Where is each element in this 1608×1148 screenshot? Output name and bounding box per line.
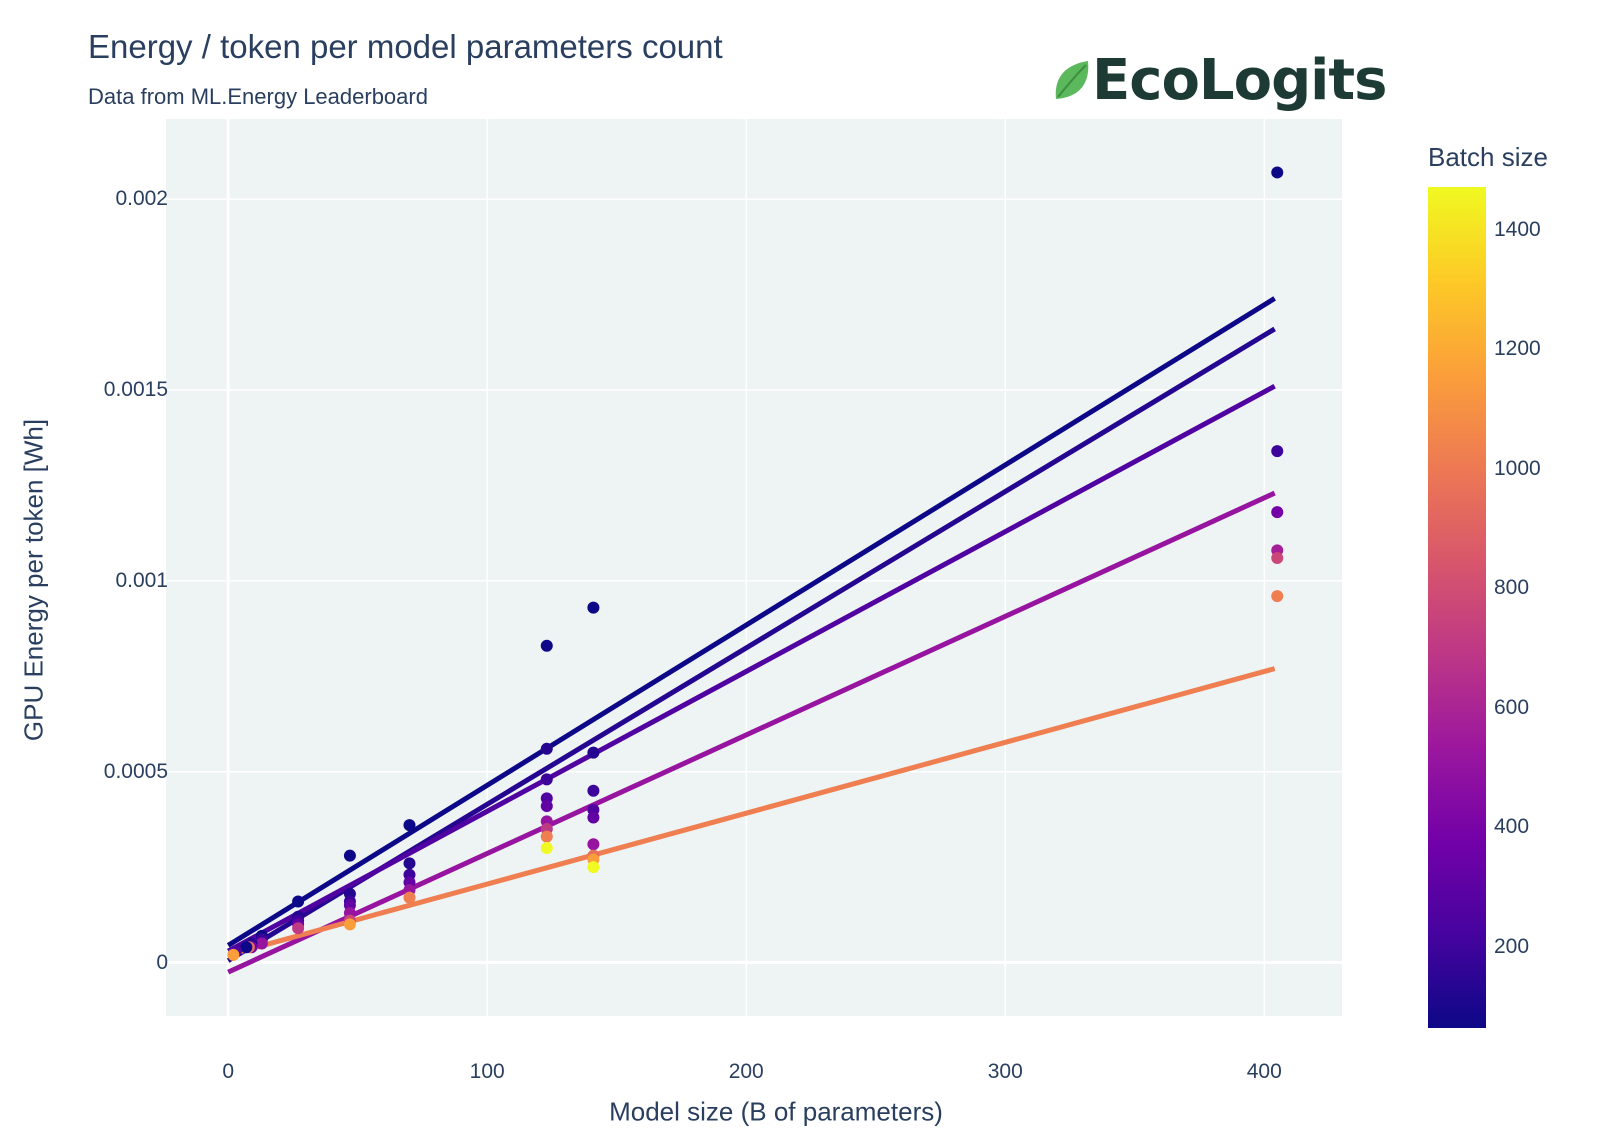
y-tick-label: 0.0015 <box>103 378 168 401</box>
scatter-point <box>255 937 268 950</box>
colorbar-tick-label: 600 <box>1494 695 1530 719</box>
scatter-point <box>343 849 356 862</box>
y-axis-title: GPU Energy per token [Wh] <box>18 418 49 742</box>
x-tick-label: 0 <box>222 1060 234 1083</box>
fit-line <box>226 296 1276 948</box>
scatter-point <box>403 819 416 832</box>
leaf-icon <box>1055 61 1089 99</box>
scatter-point <box>403 857 416 870</box>
y-tick-label: 0.001 <box>115 568 168 592</box>
scatter-point <box>343 918 356 931</box>
scatter-point <box>1271 590 1284 603</box>
scatter-point <box>587 861 600 874</box>
x-tick-label: 400 <box>1246 1060 1282 1083</box>
scatter-point <box>587 838 600 851</box>
scatter-point <box>1271 506 1284 519</box>
gridlines <box>166 119 1342 1016</box>
fit-line <box>227 666 1276 958</box>
scatter-point <box>540 639 553 652</box>
x-tick-label: 300 <box>987 1060 1023 1083</box>
y-tick-label: 0 <box>156 950 168 974</box>
scatter-point <box>540 742 553 755</box>
fit-lines <box>226 296 1276 975</box>
scatter-point <box>227 948 240 961</box>
fit-line <box>227 490 1276 975</box>
plot-area <box>166 119 1342 1016</box>
colorbar-tick-label: 200 <box>1494 934 1530 958</box>
scatter-point <box>403 891 416 904</box>
ecologits-logo: EcoLogits <box>1052 46 1387 116</box>
colorbar-tick-label: 1000 <box>1494 456 1541 480</box>
colorbar-title: Batch size <box>1428 142 1548 172</box>
scatter-point <box>540 773 553 786</box>
scatter-point <box>540 800 553 813</box>
scatter-point <box>587 746 600 759</box>
scatter-point <box>540 830 553 843</box>
y-tick-label: 0.002 <box>115 187 168 211</box>
colorbar-tick-label: 1400 <box>1494 218 1541 241</box>
fit-line <box>226 383 1276 954</box>
scatter-point <box>292 895 305 908</box>
scatter-point <box>292 922 305 935</box>
colorbar-tick-label: 800 <box>1494 576 1530 600</box>
scatter-point <box>587 784 600 797</box>
logo-text: EcoLogits <box>1092 48 1387 113</box>
y-tick-label: 0.0005 <box>103 759 168 783</box>
scatter-point <box>1271 166 1284 179</box>
scatter-points <box>227 166 1284 961</box>
scatter-point <box>240 941 253 954</box>
scatter-point <box>587 811 600 824</box>
scatter-point <box>1271 551 1284 564</box>
x-tick-label: 100 <box>469 1060 505 1083</box>
scatter-point <box>1271 445 1284 458</box>
colorbar-tick-label: 400 <box>1494 815 1530 839</box>
x-axis-title: Model size (B of parameters) <box>609 1096 943 1127</box>
colorbar <box>1428 187 1486 1028</box>
chart-title: Energy / token per model parameters coun… <box>88 28 723 65</box>
x-tick-label: 200 <box>728 1060 764 1083</box>
colorbar-tick-label: 1200 <box>1494 337 1541 361</box>
chart-subtitle: Data from ML.Energy Leaderboard <box>88 84 428 109</box>
scatter-point <box>587 601 600 614</box>
scatter-point <box>540 842 553 855</box>
